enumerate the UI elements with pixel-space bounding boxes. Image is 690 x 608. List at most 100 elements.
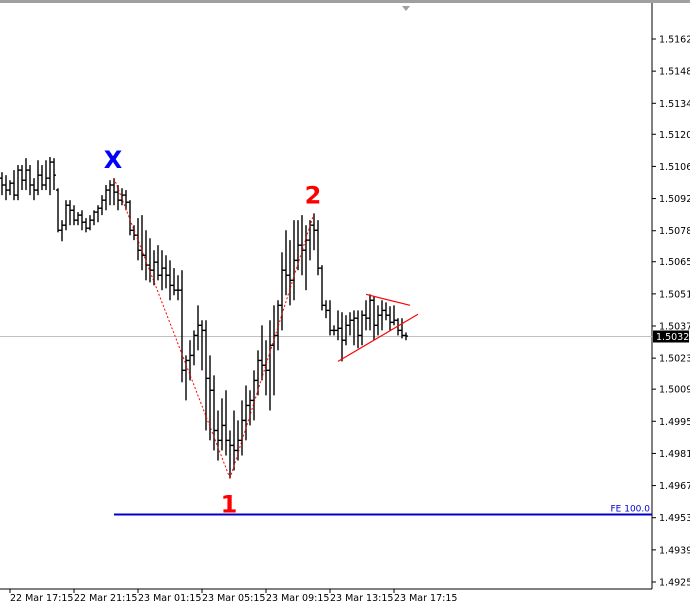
ohlc-bar — [404, 332, 408, 341]
ohlc-bar — [16, 165, 20, 201]
time-tick-label: 23 Mar 09:15 — [266, 593, 329, 604]
ohlc-bar — [48, 157, 52, 196]
ohlc-bar — [60, 220, 64, 242]
ohlc-bars — [0, 157, 408, 479]
ohlc-bar — [24, 158, 28, 191]
ohlc-bar — [124, 190, 128, 211]
ohlc-bar — [232, 410, 236, 471]
ohlc-bar — [176, 275, 180, 301]
price-tick-label: 1.50925 — [659, 194, 690, 205]
ohlc-bar — [304, 225, 308, 291]
pattern-point-label[interactable]: 1 — [221, 490, 238, 518]
triangle-upper-line[interactable] — [365, 293, 411, 306]
pattern-annotations[interactable]: X 1 2 — [104, 146, 419, 518]
ohlc-bar — [212, 375, 216, 451]
zigzag-segment[interactable] — [113, 177, 231, 479]
ohlc-bar — [32, 178, 36, 201]
price-tick-label: 1.49815 — [659, 449, 690, 460]
ohlc-bar — [380, 300, 384, 331]
time-tick-label: 23 Mar 17:15 — [394, 593, 457, 604]
ohlc-bar — [324, 300, 328, 319]
ohlc-bar — [200, 320, 204, 371]
ohlc-bar — [328, 300, 332, 336]
ohlc-bar — [244, 385, 248, 441]
ohlc-bar — [356, 310, 360, 349]
ohlc-bar — [4, 175, 8, 201]
ohlc-bar — [400, 318, 404, 339]
ohlc-bar — [44, 160, 48, 191]
fe-level-label: FE 100.0 — [611, 505, 651, 515]
ohlc-bar — [296, 220, 300, 271]
zigzag-segment[interactable] — [229, 213, 315, 479]
time-tick-label: 22 Mar 21:15 — [74, 593, 137, 604]
ohlc-bar — [108, 180, 112, 206]
ohlc-bar — [300, 215, 304, 276]
ohlc-bar — [96, 205, 100, 223]
ohlc-bar — [188, 340, 192, 381]
ohlc-bar — [100, 195, 104, 216]
ohlc-bar — [36, 160, 40, 196]
ohlc-bar — [196, 305, 200, 351]
price-tick-label: 1.49955 — [659, 417, 690, 428]
ohlc-bar — [292, 220, 296, 301]
ohlc-bar — [104, 185, 108, 211]
price-tick-label: 1.49675 — [659, 481, 690, 492]
time-tick-label: 23 Mar 01:15 — [138, 593, 201, 604]
top-border — [0, 0, 690, 3]
ohlc-bar — [28, 165, 32, 196]
pattern-point-label[interactable]: X — [104, 146, 123, 174]
ohlc-bar — [388, 306, 392, 331]
ohlc-bar — [284, 230, 288, 296]
ohlc-bar — [320, 265, 324, 311]
ohlc-bar — [64, 200, 68, 231]
price-tick-label: 1.51065 — [659, 162, 690, 173]
ohlc-bar — [168, 260, 172, 301]
price-axis: 1.51620 1.51480 1.51340 1.51205 1.51065 1.509… — [652, 35, 690, 589]
ohlc-bar — [392, 305, 396, 326]
ohlc-bar — [56, 188, 60, 233]
svg-text:1.50326: 1.50326 — [656, 332, 690, 343]
fibo-expansion[interactable]: FE 100.0 — [114, 505, 652, 516]
ohlc-bar — [140, 215, 144, 271]
ohlc-bar — [384, 302, 388, 321]
time-tick-label: 23 Mar 13:15 — [330, 593, 393, 604]
ohlc-bar — [272, 305, 276, 396]
ohlc-bar — [156, 245, 160, 281]
price-tick-label: 1.50510 — [659, 289, 690, 300]
ohlc-bar — [148, 238, 152, 283]
price-tick-label: 1.50650 — [659, 257, 690, 268]
ohlc-bar — [316, 220, 320, 276]
ohlc-bar — [164, 255, 168, 289]
pattern-point-label[interactable]: 2 — [305, 181, 322, 209]
ohlc-bar — [340, 312, 344, 362]
ohlc-bar — [228, 430, 232, 479]
ohlc-bar — [184, 355, 188, 401]
ohlc-bar — [84, 218, 88, 233]
ohlc-bar — [172, 268, 176, 296]
ohlc-bar — [204, 320, 208, 431]
ohlc-bar — [112, 178, 116, 206]
ohlc-bar — [128, 200, 132, 236]
ohlc-bar — [192, 330, 196, 366]
chart-shift-marker-icon[interactable] — [402, 6, 410, 11]
ohlc-bar — [40, 165, 44, 191]
price-tick-label: 1.50785 — [659, 226, 690, 237]
price-tick-label: 1.50230 — [659, 354, 690, 365]
ohlc-bar — [12, 170, 16, 201]
ohlc-bar — [376, 305, 380, 336]
ohlc-bar — [312, 213, 316, 251]
ohlc-bar — [288, 240, 292, 306]
ohlc-bar — [268, 320, 272, 411]
price-tick-label: 1.49535 — [659, 513, 690, 524]
ohlc-bar — [352, 310, 356, 346]
ohlc-bar — [68, 200, 72, 226]
ohlc-bar — [208, 355, 212, 441]
ohlc-bar — [20, 165, 24, 191]
triangle-lower-line[interactable] — [337, 313, 419, 362]
ohlc-bar — [76, 212, 80, 226]
ohlc-bar — [220, 398, 224, 451]
price-tick-label: 1.51620 — [659, 35, 690, 46]
ohlc-bar — [368, 294, 372, 331]
ohlc-bar — [260, 325, 264, 381]
